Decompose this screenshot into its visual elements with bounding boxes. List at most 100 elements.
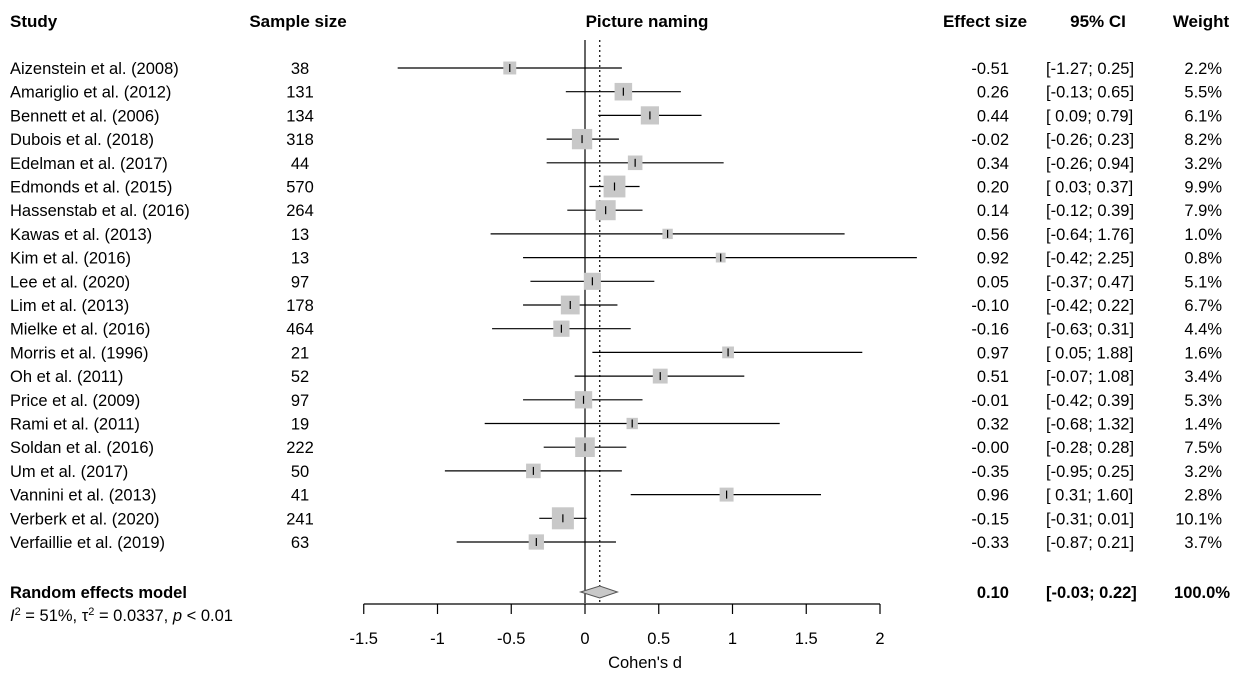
effect-size-value: 0.96 bbox=[977, 487, 1009, 505]
sample-size: 50 bbox=[291, 463, 309, 481]
sample-size: 222 bbox=[286, 439, 314, 457]
x-tick-label: 1.5 bbox=[795, 630, 818, 648]
study-row: Mielke et al. (2016) 464 -0.16 [-0.63; 0.31… bbox=[10, 320, 1222, 339]
weight-value: 2.8% bbox=[1184, 487, 1222, 505]
ci-value: [-0.68; 1.32] bbox=[1046, 416, 1134, 434]
sample-size: 19 bbox=[291, 416, 309, 434]
p-value: < 0.01 bbox=[182, 607, 233, 625]
study-row: Kawas et al. (2013) 13 0.56 [-0.64; 1.76] 1.… bbox=[10, 226, 1222, 244]
weight-value: 1.4% bbox=[1184, 416, 1222, 434]
weight-value: 3.2% bbox=[1184, 155, 1222, 173]
header-sample-size: Sample size bbox=[249, 12, 346, 31]
effect-size-value: -0.51 bbox=[971, 60, 1009, 78]
sample-size: 63 bbox=[291, 534, 309, 552]
sample-size: 44 bbox=[291, 155, 309, 173]
study-name: Lee et al. (2020) bbox=[10, 273, 130, 291]
study-name: Oh et al. (2011) bbox=[10, 368, 123, 386]
ci-value: [ 0.05; 1.88] bbox=[1046, 344, 1133, 362]
ci-value: [-0.31; 0.01] bbox=[1046, 510, 1134, 528]
effect-size-value: -0.35 bbox=[971, 463, 1009, 481]
x-tick-label: -1 bbox=[430, 630, 445, 648]
ci-value: [-0.07; 1.08] bbox=[1046, 368, 1134, 386]
sample-size: 13 bbox=[291, 250, 309, 268]
effect-size-value: 0.20 bbox=[977, 179, 1009, 197]
ci-value: [-0.42; 0.22] bbox=[1046, 297, 1134, 315]
effect-size-value: 0.14 bbox=[977, 202, 1009, 220]
sample-size: 38 bbox=[291, 60, 309, 78]
effect-size-value: 0.56 bbox=[977, 226, 1009, 244]
study-row: Bennett et al. (2006) 134 0.44 [ 0.09; 0.79… bbox=[10, 106, 1222, 125]
sample-size: 264 bbox=[286, 202, 314, 220]
weight-value: 3.7% bbox=[1184, 534, 1222, 552]
sample-size: 13 bbox=[291, 226, 309, 244]
effect-size-value: -0.16 bbox=[971, 321, 1009, 339]
sample-size: 241 bbox=[286, 510, 314, 528]
effect-size-value: 0.05 bbox=[977, 273, 1009, 291]
weight-value: 7.9% bbox=[1184, 202, 1222, 220]
effect-size-value: 0.51 bbox=[977, 368, 1009, 386]
summary-row: Random effects model 0.10 [-0.03; 0.22] 100… bbox=[10, 584, 1230, 602]
effect-size-value: 0.26 bbox=[977, 84, 1009, 102]
weight-value: 4.4% bbox=[1184, 321, 1222, 339]
summary-diamond bbox=[578, 585, 620, 599]
heterogeneity-stats: I2 = 51%, τ2 = 0.0337, p < 0.01 bbox=[10, 606, 233, 625]
weight-value: 5.3% bbox=[1184, 392, 1222, 410]
study-row: Lim et al. (2013) 178 -0.10 [-0.42; 0.22] 6.… bbox=[10, 295, 1222, 315]
study-name: Soldan et al. (2016) bbox=[10, 439, 154, 457]
weight-value: 6.1% bbox=[1184, 107, 1222, 125]
weight-value: 3.4% bbox=[1184, 368, 1222, 386]
study-row: Oh et al. (2011) 52 0.51 [-0.07; 1.08] 3.4% bbox=[10, 368, 1222, 386]
effect-size-value: 0.44 bbox=[977, 107, 1009, 125]
x-tick-label: 0.5 bbox=[647, 630, 670, 648]
x-tick-label: 2 bbox=[875, 630, 884, 648]
study-name: Rami et al. (2011) bbox=[10, 416, 140, 434]
header-study: Study bbox=[10, 12, 58, 31]
effect-size-value: -0.10 bbox=[971, 297, 1009, 315]
effect-size-value: 0.32 bbox=[977, 416, 1009, 434]
effect-size-value: 0.34 bbox=[977, 155, 1009, 173]
sample-size: 97 bbox=[291, 273, 309, 291]
ci-value: [-0.42; 2.25] bbox=[1046, 250, 1134, 268]
ci-value: [-0.63; 0.31] bbox=[1046, 321, 1134, 339]
effect-size-value: -0.01 bbox=[971, 392, 1009, 410]
header-effect-size: Effect size bbox=[943, 12, 1027, 31]
summary-weight: 100.0% bbox=[1174, 584, 1230, 602]
study-row: Kim et al. (2016) 13 0.92 [-0.42; 2.25] 0.8% bbox=[10, 250, 1222, 268]
study-name: Morris et al. (1996) bbox=[10, 344, 148, 362]
x-tick-label: 1 bbox=[728, 630, 737, 648]
x-axis: -1.5 -1 -0.5 0 0.5 1 1.5 2 bbox=[350, 603, 885, 648]
study-row: Rami et al. (2011) 19 0.32 [-0.68; 1.32] 1.4… bbox=[10, 416, 1222, 434]
effect-size-value: 0.97 bbox=[977, 344, 1009, 362]
ci-value: [-0.37; 0.47] bbox=[1046, 273, 1134, 291]
sample-size: 41 bbox=[291, 487, 309, 505]
summary-effect-size: 0.10 bbox=[977, 584, 1009, 602]
study-name: Kim et al. (2016) bbox=[10, 250, 131, 268]
study-name: Bennett et al. (2006) bbox=[10, 107, 160, 125]
weight-value: 5.1% bbox=[1184, 273, 1222, 291]
ci-value: [-0.12; 0.39] bbox=[1046, 202, 1134, 220]
ci-value: [-0.95; 0.25] bbox=[1046, 463, 1134, 481]
study-row: Edmonds et al. (2015) 570 0.20 [ 0.03; 0.37… bbox=[10, 175, 1222, 198]
sample-size: 134 bbox=[286, 107, 314, 125]
weight-value: 10.1% bbox=[1175, 510, 1222, 528]
study-row: Vannini et al. (2013) 41 0.96 [ 0.31; 1.60]… bbox=[10, 487, 1222, 505]
ci-value: [ 0.03; 0.37] bbox=[1046, 179, 1133, 197]
weight-value: 9.9% bbox=[1184, 179, 1222, 197]
sample-size: 52 bbox=[291, 368, 309, 386]
effect-size-value: -0.33 bbox=[971, 534, 1009, 552]
tau-label: τ bbox=[82, 607, 89, 625]
i2-sup: 2 bbox=[15, 606, 21, 618]
p-label: p bbox=[172, 607, 182, 625]
plot-area bbox=[584, 40, 601, 603]
tau-value: = 0.0337, bbox=[94, 607, 172, 625]
ci-value: [-0.28; 0.28] bbox=[1046, 439, 1134, 457]
study-name: Um et al. (2017) bbox=[10, 463, 128, 481]
study-name: Hassenstab et al. (2016) bbox=[10, 202, 190, 220]
weight-value: 6.7% bbox=[1184, 297, 1222, 315]
ci-value: [-0.64; 1.76] bbox=[1046, 226, 1134, 244]
sample-size: 131 bbox=[286, 84, 314, 102]
study-name: Edmonds et al. (2015) bbox=[10, 179, 172, 197]
study-row: Hassenstab et al. (2016) 264 0.14 [-0.12; 0… bbox=[10, 200, 1222, 221]
study-row: Verfaillie et al. (2019) 63 -0.33 [-0.87; 0… bbox=[10, 534, 1222, 552]
weight-value: 3.2% bbox=[1184, 463, 1222, 481]
